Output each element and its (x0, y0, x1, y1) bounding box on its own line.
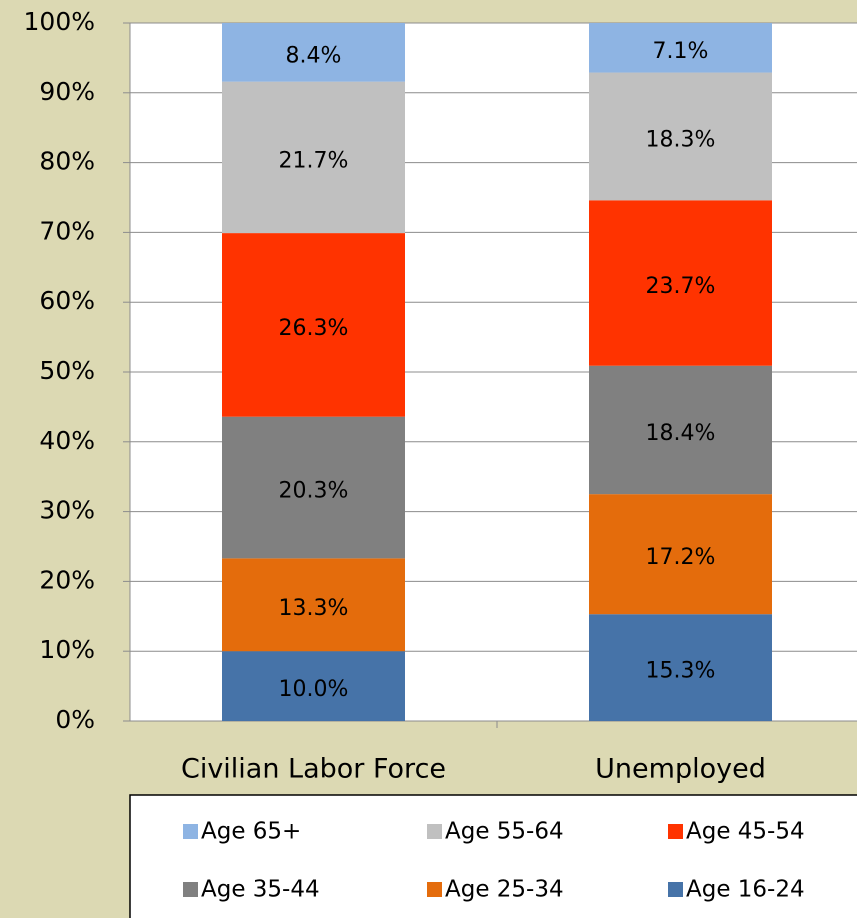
data-label: 8.4% (286, 43, 342, 68)
legend-label: Age 16-24 (686, 877, 805, 903)
data-label: 13.3% (279, 596, 349, 621)
legend-swatch (668, 824, 683, 839)
data-label: 21.7% (279, 148, 349, 173)
bar-segment (222, 23, 405, 82)
data-label: 26.3% (279, 316, 349, 341)
y-tick-label: 80% (39, 147, 95, 176)
y-tick-label: 0% (55, 705, 95, 734)
x-tick-label: Unemployed (595, 754, 766, 785)
data-label: 7.1% (653, 39, 709, 64)
bar-segment (589, 72, 772, 201)
legend-swatch (183, 824, 198, 839)
bar-segment (222, 416, 405, 559)
legend-label: Age 25-34 (445, 877, 564, 903)
legend-swatch (183, 882, 198, 897)
data-label: 18.3% (646, 127, 716, 152)
bar-segment (589, 494, 772, 615)
legend-label: Age 55-64 (445, 819, 564, 845)
y-tick-label: 10% (39, 635, 95, 664)
legend-label: Age 35-44 (201, 877, 320, 903)
y-tick-label: 50% (39, 356, 95, 385)
y-tick-label: 20% (39, 565, 95, 594)
bar-segment (222, 81, 405, 234)
bar-segment (589, 614, 772, 721)
y-tick-label: 90% (39, 77, 95, 106)
x-tick-label: Civilian Labor Force (181, 754, 446, 785)
data-label: 15.3% (646, 659, 716, 684)
bar-segment (589, 200, 772, 366)
legend-label: Age 45-54 (686, 819, 805, 845)
data-label: 10.0% (279, 677, 349, 702)
legend-box (129, 794, 857, 918)
legend-label: Age 65+ (201, 819, 301, 845)
bar-segment (589, 23, 772, 73)
bar-segment (589, 365, 772, 495)
y-tick-label: 60% (39, 286, 95, 315)
data-label: 18.4% (646, 421, 716, 446)
y-tick-label: 40% (39, 426, 95, 455)
data-label: 17.2% (646, 545, 716, 570)
bar-segment (222, 651, 405, 721)
legend-swatch (668, 882, 683, 897)
legend-swatch (427, 824, 442, 839)
y-tick-label: 30% (39, 496, 95, 525)
data-label: 20.3% (279, 479, 349, 504)
bar-segment (222, 233, 405, 417)
bar-segment (222, 558, 405, 652)
y-tick-label: 100% (24, 7, 95, 36)
legend-swatch (427, 882, 442, 897)
y-tick-label: 70% (39, 216, 95, 245)
data-label: 23.7% (646, 274, 716, 299)
